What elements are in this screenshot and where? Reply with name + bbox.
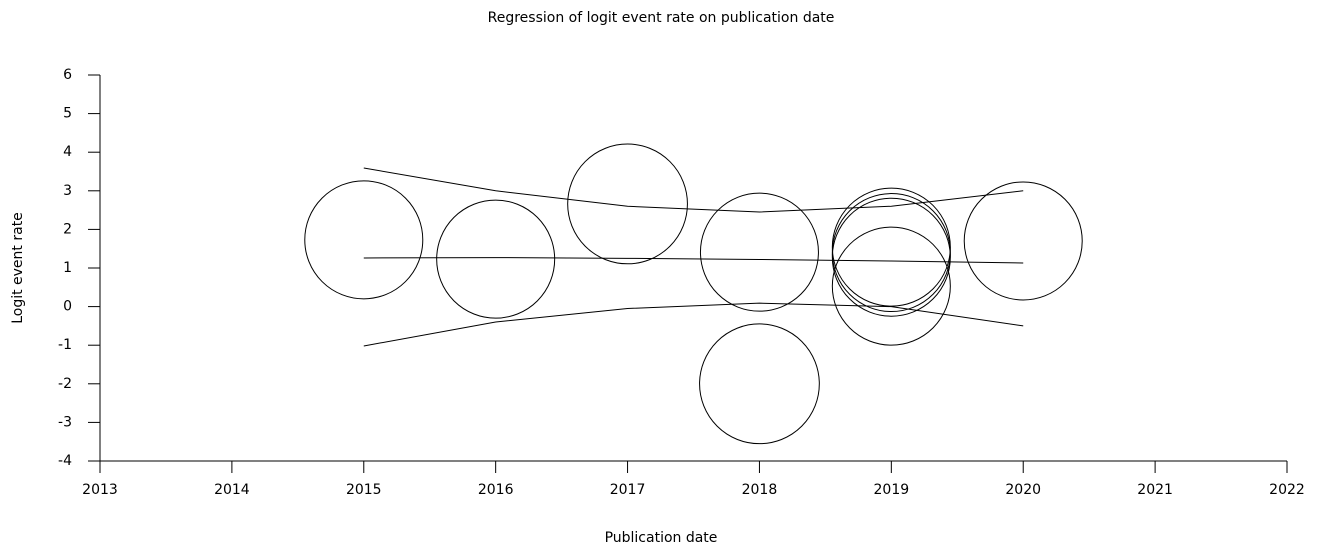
x-tick-label: 2013 xyxy=(82,482,118,498)
x-tick-label: 2015 xyxy=(346,482,382,498)
bubble xyxy=(436,199,556,319)
y-tick-label: 4 xyxy=(63,144,72,160)
y-tick-label: -1 xyxy=(58,337,72,353)
chart-title: Regression of logit event rate on public… xyxy=(488,10,835,26)
bubble xyxy=(831,193,951,313)
x-tick-label: 2022 xyxy=(1269,482,1305,498)
y-tick-label: -2 xyxy=(58,376,72,392)
y-tick-label: 6 xyxy=(63,67,72,83)
y-tick-label: 3 xyxy=(63,183,72,199)
y-tick-label: -3 xyxy=(58,414,72,430)
x-tick-label: 2017 xyxy=(610,482,646,498)
y-axis-label: Logit event rate xyxy=(10,212,26,324)
bubble xyxy=(567,143,688,265)
bubble xyxy=(831,226,951,346)
bubble xyxy=(699,323,820,445)
x-tick-label: 2014 xyxy=(214,482,250,498)
regression-line xyxy=(363,257,1024,264)
y-tick-label: 1 xyxy=(63,260,72,276)
x-tick-label: 2019 xyxy=(874,482,910,498)
regression-line xyxy=(363,167,1024,213)
x-tick-label: 2018 xyxy=(742,482,778,498)
bubble xyxy=(304,180,424,300)
bubble xyxy=(963,181,1083,301)
y-tick-label: 5 xyxy=(63,106,72,122)
x-axis-label: Publication date xyxy=(605,530,718,546)
y-tick-label: -4 xyxy=(58,453,72,469)
regression-line xyxy=(363,302,1024,347)
x-tick-label: 2020 xyxy=(1005,482,1041,498)
y-tick-label: 2 xyxy=(63,221,72,237)
bubble xyxy=(831,197,951,317)
y-tick-label: 0 xyxy=(63,299,72,315)
x-tick-label: 2016 xyxy=(478,482,514,498)
bubble xyxy=(699,192,819,312)
x-tick-label: 2021 xyxy=(1137,482,1173,498)
